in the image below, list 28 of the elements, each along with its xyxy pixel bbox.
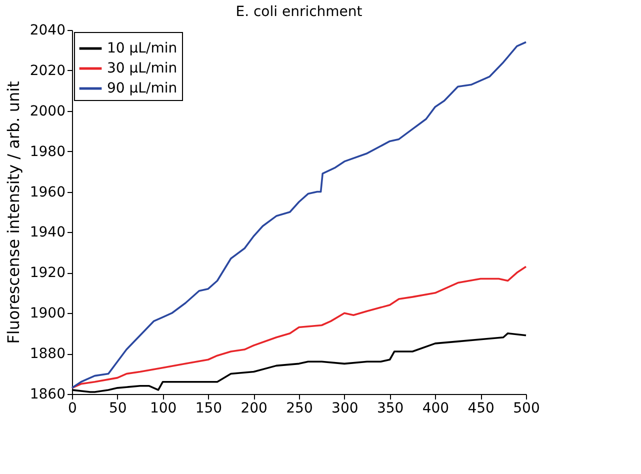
y-tick-label: 1880 [30, 346, 66, 362]
y-tick-label: 1920 [30, 265, 66, 282]
x-tick-label: 500 [513, 400, 540, 416]
x-tick-label: 100 [150, 400, 177, 416]
y-tick-label: 1940 [30, 224, 66, 241]
x-tick-label: 350 [376, 400, 404, 416]
x-tick-label: 450 [468, 400, 494, 416]
y-tick-label: 1980 [30, 144, 66, 160]
y-tick-label: 1960 [30, 184, 66, 200]
line-series [71, 41, 527, 389]
x-tick-label: 50 [108, 400, 127, 416]
x-tick-label: 250 [286, 400, 313, 416]
y-tick-label: 2020 [30, 62, 66, 79]
y-axis-title: Fluorescense intensity / arb. unit [4, 81, 23, 344]
x-tick-label: 0 [68, 400, 77, 416]
y-tick-label: 1860 [30, 386, 66, 402]
x-tick-label: 150 [195, 400, 222, 416]
x-tick-label: 400 [422, 400, 450, 416]
y-tick-label: 2000 [30, 103, 66, 120]
x-tick-label: 200 [240, 400, 268, 416]
y-tick-label: 1900 [30, 306, 66, 322]
line-series [71, 266, 527, 389]
legend-label: 30 μL/min [107, 60, 178, 76]
legend-label: 10 μL/min [107, 40, 178, 56]
x-tick-label: 300 [332, 400, 358, 416]
legend-label: 90 μL/min [107, 80, 178, 96]
chart-title: E. coli enrichment [236, 4, 363, 20]
y-tick-label: 2040 [30, 22, 66, 38]
